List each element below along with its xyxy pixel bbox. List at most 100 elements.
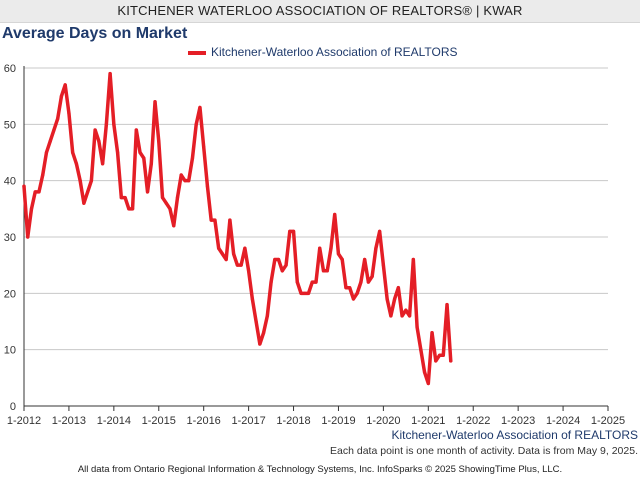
data-point <box>389 314 393 318</box>
data-point <box>213 218 217 222</box>
data-point <box>351 297 356 301</box>
data-point <box>145 190 150 194</box>
data-point <box>67 111 71 115</box>
data-point <box>276 257 281 262</box>
data-point <box>93 128 97 132</box>
data-point <box>370 274 374 279</box>
data-point <box>56 117 60 121</box>
data-point <box>160 195 165 200</box>
data-point <box>217 246 221 250</box>
data-point <box>37 190 41 194</box>
y-tick-label: 40 <box>4 176 16 188</box>
data-point <box>261 331 266 335</box>
data-point <box>153 100 157 104</box>
x-tick-label: 1-2023 <box>501 415 535 427</box>
data-point <box>142 156 146 160</box>
data-point <box>74 162 79 166</box>
data-point <box>97 139 101 143</box>
data-point <box>209 218 213 222</box>
data-point <box>112 122 116 126</box>
x-tick-label: 1-2012 <box>7 415 41 427</box>
x-tick-label: 1-2016 <box>187 415 221 427</box>
data-point <box>239 263 243 267</box>
x-tick-label: 1-2022 <box>456 415 490 427</box>
data-point <box>82 201 86 205</box>
data-point <box>366 280 371 284</box>
data-point <box>299 291 303 295</box>
data-point <box>303 291 307 295</box>
data-point <box>291 229 296 233</box>
data-point <box>235 263 239 267</box>
x-tick-label: 1-2015 <box>142 415 176 427</box>
data-point <box>321 269 326 273</box>
data-point <box>48 139 52 143</box>
data-point <box>228 218 232 222</box>
data-point <box>344 286 348 290</box>
data-point <box>29 207 34 211</box>
data-point <box>404 308 408 312</box>
data-point <box>333 212 337 217</box>
footer-source: All data from Ontario Regional Informati… <box>77 464 563 475</box>
x-tick-label: 1-2025 <box>591 415 625 427</box>
data-point <box>22 184 26 188</box>
data-point <box>340 257 344 262</box>
y-tick-label: 50 <box>4 119 16 131</box>
data-point <box>306 291 311 295</box>
data-point <box>288 229 292 233</box>
x-tick-label: 1-2021 <box>411 415 445 427</box>
data-point <box>254 319 258 324</box>
data-point <box>157 139 161 143</box>
data-point <box>445 303 449 307</box>
data-point <box>198 105 202 110</box>
data-point <box>71 150 75 155</box>
data-point <box>168 207 172 211</box>
data-point <box>314 280 318 284</box>
x-tick-label: 1-2013 <box>52 415 86 427</box>
data-point <box>78 179 82 183</box>
data-point <box>220 252 225 256</box>
series-line <box>22 71 453 386</box>
data-point <box>172 224 176 228</box>
data-point <box>426 381 430 386</box>
y-tick-label: 30 <box>4 232 16 244</box>
y-tick-label: 20 <box>4 288 16 300</box>
data-point <box>59 94 64 98</box>
footer-note: Each data point is one month of activity… <box>330 445 638 457</box>
data-point <box>247 269 251 273</box>
data-point <box>265 314 269 318</box>
data-point <box>318 246 322 250</box>
data-point <box>419 348 423 352</box>
legend-swatch <box>188 50 206 55</box>
data-point <box>336 252 341 256</box>
data-point <box>33 190 37 194</box>
data-point <box>41 173 45 177</box>
data-point <box>280 269 284 273</box>
x-tick-label: 1-2020 <box>366 415 400 427</box>
x-tick-label: 1-2019 <box>321 415 355 427</box>
data-point <box>374 246 378 250</box>
data-point <box>437 353 442 357</box>
header-bar: KITCHENER WATERLOO ASSOCIATION OF REALTO… <box>0 0 640 23</box>
data-point <box>194 122 198 126</box>
data-point <box>89 179 93 183</box>
data-point <box>449 359 453 363</box>
data-point <box>407 314 412 318</box>
data-point <box>190 156 195 160</box>
data-point <box>359 280 363 284</box>
data-point <box>378 229 382 233</box>
y-tick-label: 60 <box>4 63 16 75</box>
data-point <box>295 280 299 284</box>
data-point <box>243 246 247 250</box>
data-point <box>363 257 367 262</box>
data-point <box>400 314 404 318</box>
data-point <box>385 297 389 301</box>
data-point <box>329 246 333 250</box>
legend[interactable]: Kitchener-Waterloo Association of REALTO… <box>188 45 458 59</box>
data-point <box>179 173 183 177</box>
data-point <box>250 297 254 301</box>
data-point <box>441 353 445 357</box>
data-point <box>119 195 123 200</box>
footer-series-label: Kitchener-Waterloo Association of REALTO… <box>391 428 638 442</box>
data-point <box>104 122 108 126</box>
